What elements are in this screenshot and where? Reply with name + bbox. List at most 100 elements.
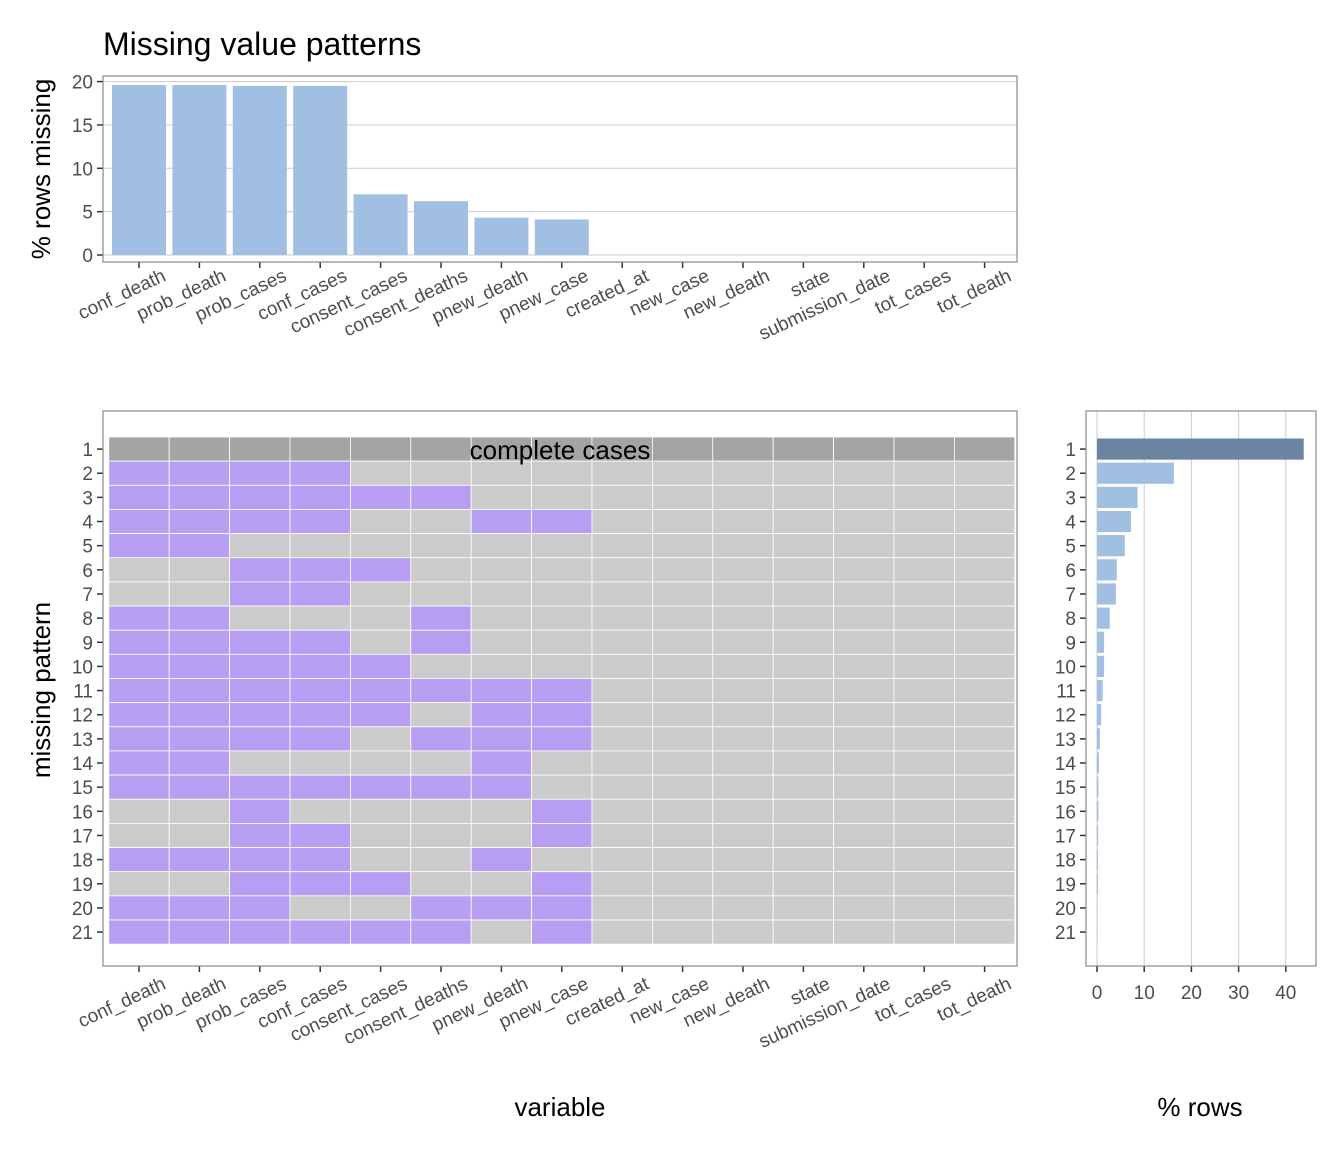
right-x-tick-label: 20 [1181, 983, 1202, 1004]
tile-y-tick-label: 10 [72, 657, 93, 678]
right-y-tick-label: 7 [1065, 585, 1076, 606]
top-bar-conf_cases [293, 85, 348, 255]
tile [833, 557, 895, 583]
tile [772, 726, 835, 752]
tile [168, 581, 230, 607]
top-bar-conf_death [112, 85, 166, 256]
tile [470, 436, 533, 462]
tile [289, 919, 351, 945]
tile [772, 798, 835, 824]
tile [591, 581, 653, 607]
tile [833, 629, 895, 655]
tile [470, 484, 533, 510]
tile [712, 871, 774, 897]
right-bar-15 [1097, 776, 1099, 798]
tile [833, 653, 895, 679]
tile [229, 460, 291, 486]
tile [349, 460, 412, 486]
tile [229, 726, 291, 752]
tile [652, 436, 714, 462]
tile [289, 871, 351, 897]
tile [954, 702, 1016, 728]
tile [833, 895, 895, 921]
tile [168, 509, 230, 535]
tile [954, 629, 1016, 655]
tile [470, 653, 533, 679]
tile [229, 847, 291, 873]
tile [531, 678, 593, 704]
top-panel-frame [102, 75, 1018, 263]
tile [712, 557, 774, 583]
tile [954, 436, 1016, 462]
tile [652, 726, 714, 752]
tile [954, 847, 1016, 873]
tile-y-tick-label: 18 [72, 851, 93, 872]
tile [772, 557, 835, 583]
tile [591, 702, 653, 728]
tile [108, 847, 170, 873]
top-y-tick-label: 20 [72, 73, 93, 94]
tile [349, 798, 412, 824]
tile [954, 605, 1016, 631]
tile [410, 750, 472, 776]
tile [349, 895, 412, 921]
tile [229, 605, 291, 631]
tile [893, 509, 955, 535]
right-x-axis-title: % rows [1157, 1092, 1242, 1122]
tile [168, 702, 230, 728]
tile [652, 678, 714, 704]
tile [954, 509, 1016, 535]
tile [712, 798, 774, 824]
top-bar-consent_cases [353, 194, 408, 255]
tile [833, 484, 895, 510]
tile [168, 823, 230, 848]
tile [893, 605, 955, 631]
tile [893, 557, 955, 583]
right-panel: 0 10 20 30 401234567891011121314151617181920… [1055, 410, 1317, 1004]
tile [108, 436, 170, 462]
tile [289, 847, 351, 873]
tile [410, 678, 472, 704]
tile [772, 629, 835, 655]
top-bar-pnew_death [474, 217, 529, 255]
right-bar-6 [1097, 559, 1117, 581]
tile [289, 798, 351, 824]
tile-y-tick-label: 19 [72, 875, 93, 896]
tile [893, 750, 955, 776]
tile [893, 533, 955, 559]
right-bar-4 [1097, 510, 1131, 533]
tile [591, 678, 653, 704]
tile [470, 678, 533, 704]
tile [108, 798, 170, 824]
tile [712, 678, 774, 704]
right-y-tick-label: 8 [1065, 609, 1076, 630]
tile [349, 605, 412, 631]
tile [591, 484, 653, 510]
tile [229, 581, 291, 607]
right-y-tick-label: 20 [1055, 899, 1076, 920]
tile [108, 702, 170, 728]
tile [833, 774, 895, 800]
tile [410, 509, 472, 535]
top-bar-pnew_case [534, 219, 589, 255]
tile-panel: 123456789101112131415161718192021complet… [72, 410, 1018, 1053]
right-y-tick-label: 12 [1055, 706, 1076, 727]
tile [410, 702, 472, 728]
right-y-tick-label: 18 [1055, 851, 1076, 872]
tile [652, 774, 714, 800]
tile [410, 484, 472, 510]
tile [108, 460, 170, 486]
tile [289, 653, 351, 679]
tile [470, 557, 533, 583]
tile [410, 871, 472, 897]
tile [531, 605, 593, 631]
tile [289, 605, 351, 631]
tile [954, 774, 1016, 800]
tile [108, 871, 170, 897]
tile [289, 484, 351, 510]
tile [712, 702, 774, 728]
tile [470, 605, 533, 631]
tile-y-tick-label: 20 [72, 899, 93, 920]
tile [712, 653, 774, 679]
tile [893, 798, 955, 824]
